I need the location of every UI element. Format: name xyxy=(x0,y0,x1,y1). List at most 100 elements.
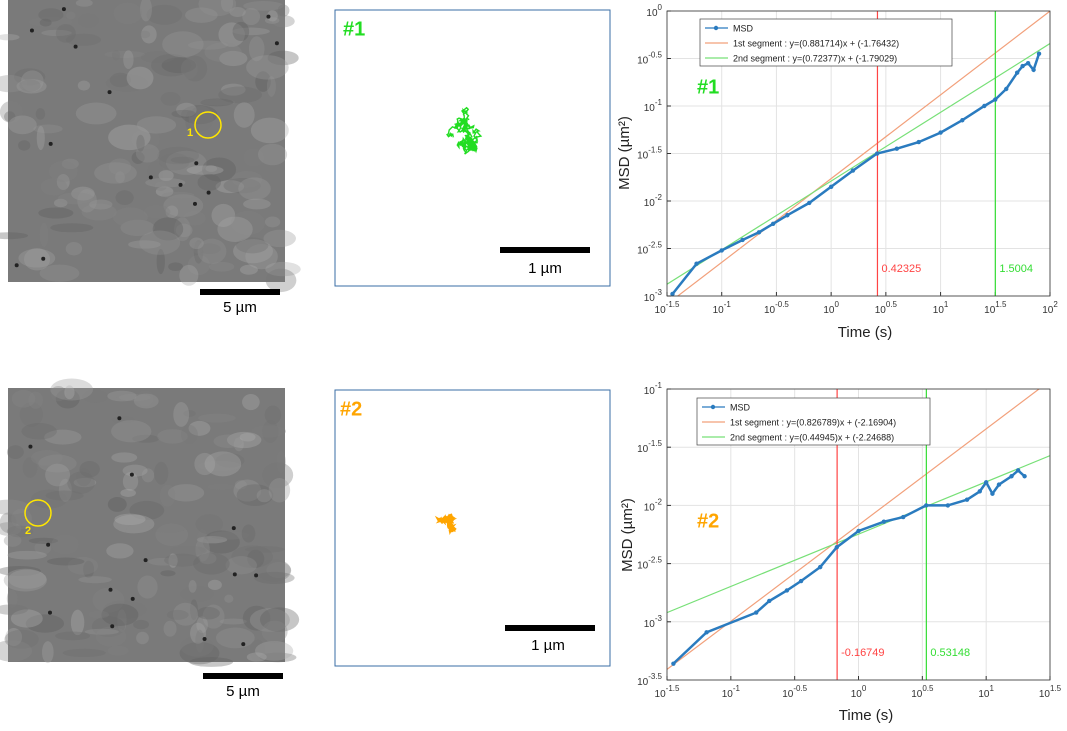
texture xyxy=(141,468,155,483)
data-point xyxy=(960,118,965,123)
texture xyxy=(254,641,294,661)
texture xyxy=(65,33,102,46)
texture xyxy=(132,434,160,443)
texture xyxy=(28,537,59,544)
texture xyxy=(91,616,126,637)
texture xyxy=(255,71,271,92)
texture xyxy=(276,450,286,474)
particle xyxy=(41,256,46,261)
texture xyxy=(193,552,230,575)
texture xyxy=(149,523,187,533)
texture xyxy=(239,264,258,275)
texture xyxy=(141,25,157,44)
particle xyxy=(266,14,271,19)
selection-circle xyxy=(24,499,52,527)
texture xyxy=(194,452,216,476)
plot-frame xyxy=(666,388,1051,681)
data-point xyxy=(756,230,762,235)
texture xyxy=(13,68,46,86)
texture xyxy=(0,522,22,536)
y-tick-label: 10-1 xyxy=(644,98,663,114)
texture xyxy=(18,140,31,151)
texture xyxy=(82,389,109,404)
texture xyxy=(44,429,82,445)
texture xyxy=(92,587,125,613)
texture xyxy=(125,523,153,541)
texture xyxy=(33,124,63,134)
data-point xyxy=(671,661,676,666)
texture xyxy=(56,173,70,190)
data-point xyxy=(916,139,921,145)
texture xyxy=(107,390,137,402)
texture xyxy=(83,560,95,578)
y-tick-label: 10-3 xyxy=(644,288,663,304)
texture xyxy=(129,491,173,514)
texture xyxy=(264,17,280,24)
texture xyxy=(195,514,224,535)
data-point xyxy=(1036,51,1042,56)
texture xyxy=(261,620,288,643)
texture xyxy=(249,608,290,632)
texture xyxy=(168,553,178,568)
texture xyxy=(264,405,282,425)
texture xyxy=(39,222,49,247)
y-tick-label: 100 xyxy=(646,3,662,19)
x-tick-label: 10-1.5 xyxy=(655,300,680,316)
data-point xyxy=(670,291,675,297)
texture xyxy=(0,604,28,615)
x-tick-label: 100.5 xyxy=(911,684,934,700)
data-point xyxy=(1015,468,1021,473)
texture xyxy=(128,240,161,249)
legend-label: 1st segment : y=(0.881714)x + (-1.76432) xyxy=(733,38,899,48)
texture xyxy=(157,429,188,444)
texture xyxy=(136,631,149,645)
texture xyxy=(161,57,197,74)
texture xyxy=(36,125,45,151)
texture xyxy=(55,388,80,409)
x-axis-label: Time (s) xyxy=(839,707,893,724)
texture xyxy=(264,216,281,228)
texture xyxy=(79,461,100,478)
particle xyxy=(28,444,33,449)
texture xyxy=(182,55,208,82)
texture xyxy=(229,7,246,17)
texture xyxy=(122,464,148,477)
texture xyxy=(168,262,184,272)
texture xyxy=(38,454,77,473)
texture xyxy=(42,641,54,664)
particle xyxy=(14,263,19,268)
texture xyxy=(223,178,261,194)
texture xyxy=(247,549,265,568)
texture xyxy=(207,579,222,590)
vertical-line-label: 0.53148 xyxy=(930,647,970,659)
texture xyxy=(265,268,297,293)
texture xyxy=(256,559,292,582)
texture xyxy=(259,652,297,663)
texture xyxy=(189,657,234,667)
texture xyxy=(123,50,134,69)
texture xyxy=(4,111,16,122)
texture xyxy=(114,513,146,526)
data-point xyxy=(770,221,776,227)
texture xyxy=(158,170,174,181)
texture xyxy=(263,229,296,248)
texture xyxy=(202,157,237,182)
particle xyxy=(231,526,236,531)
x-axis-label: Time (s) xyxy=(838,324,892,341)
texture xyxy=(70,609,85,636)
texture xyxy=(62,648,106,658)
particle xyxy=(192,201,197,206)
texture xyxy=(193,240,204,264)
texture xyxy=(262,462,294,488)
vertical-line-label: 1.5004 xyxy=(999,263,1033,275)
texture xyxy=(163,194,204,218)
particle xyxy=(61,7,66,12)
texture xyxy=(243,148,265,167)
texture xyxy=(220,0,234,12)
texture xyxy=(21,422,57,440)
texture xyxy=(215,627,255,649)
legend-label: 1st segment : y=(0.826789)x + (-2.16904) xyxy=(730,417,896,427)
texture xyxy=(136,134,145,152)
texture xyxy=(48,160,78,182)
texture xyxy=(189,237,204,250)
